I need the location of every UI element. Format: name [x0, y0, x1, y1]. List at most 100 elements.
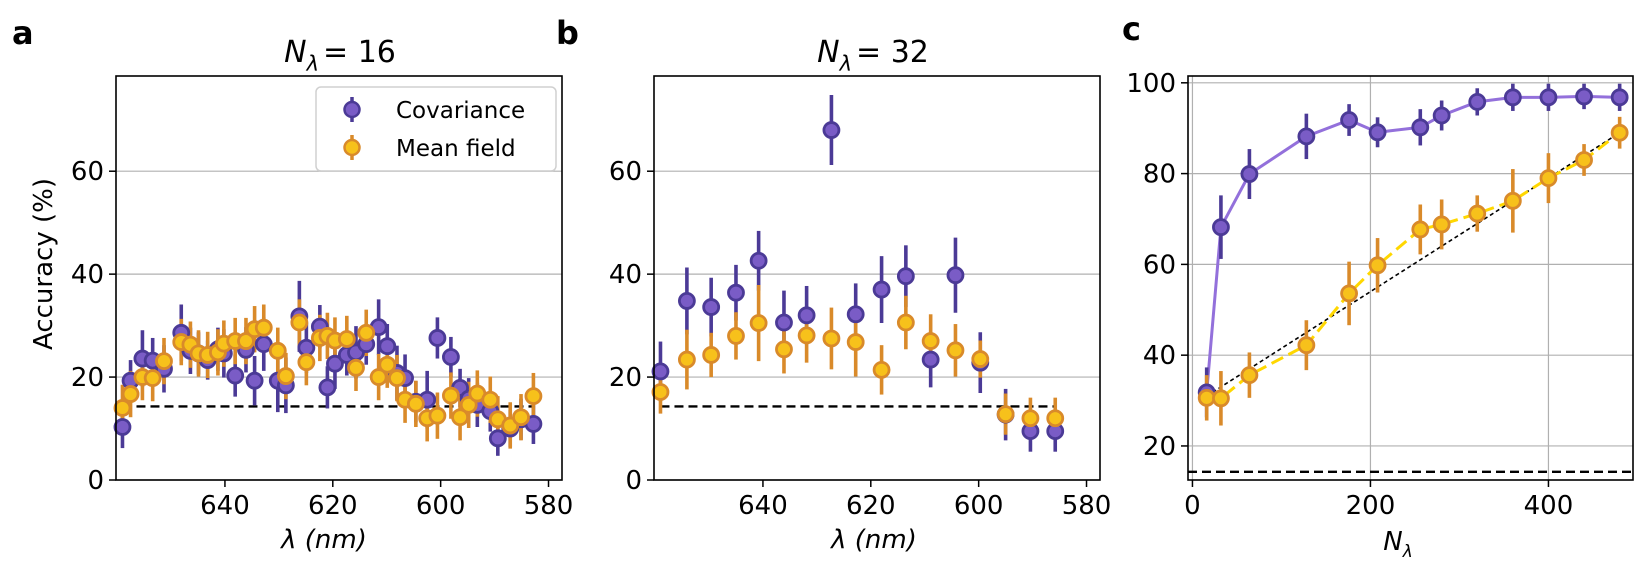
covariance-point [378, 337, 397, 356]
meanfield-point [702, 346, 721, 364]
covariance-point [428, 329, 447, 347]
meanfield-point [1340, 284, 1358, 303]
covariance-point [946, 266, 965, 285]
meanfield-point [822, 329, 841, 348]
panel-b-xtick-label: 600 [954, 491, 1004, 521]
panel-c-xtick-label: 400 [1524, 491, 1574, 521]
legend-meanfield-marker [343, 138, 361, 157]
covariance-point [1240, 165, 1259, 183]
panel-b-xtick-label: 580 [1062, 491, 1112, 521]
panel-b-ytick-label: 0 [625, 466, 642, 496]
panel-a-ytick-label: 20 [71, 363, 104, 393]
panel-c-frame [1187, 75, 1634, 481]
meanfield-point [1610, 123, 1629, 142]
panel-b-title-main: N [817, 35, 839, 70]
covariance-point [921, 350, 940, 369]
covariance-point [872, 280, 891, 299]
meanfield-point [1468, 204, 1487, 223]
covariance-point [226, 366, 245, 385]
covariance-point [1432, 106, 1451, 125]
covariance-point [677, 292, 696, 310]
legend-box [315, 86, 557, 172]
meanfield-point [1575, 151, 1593, 169]
meanfield-point [347, 358, 365, 377]
meanfield-point [971, 350, 990, 368]
meanfield-point [677, 350, 696, 369]
covariance-point [846, 305, 865, 324]
covariance-point [896, 267, 915, 286]
covariance-point [1368, 123, 1387, 142]
panel-letter-b: b [556, 14, 579, 52]
meanfield-point [846, 333, 865, 351]
panel-a-ytick-label: 60 [71, 157, 104, 187]
panel-b-ytick-label: 20 [609, 363, 642, 393]
meanfield-line [1206, 131, 1621, 400]
meanfield-point [406, 394, 425, 413]
covariance-point [702, 298, 721, 316]
covariance-point [749, 251, 768, 270]
covariance-point [727, 283, 745, 302]
panel-b-title-rest: = 32 [856, 35, 929, 70]
meanfield-point [297, 353, 316, 372]
meanfield-point [1539, 169, 1558, 188]
meanfield-point [1021, 409, 1040, 428]
meanfield-point [524, 387, 543, 406]
meanfield-point [459, 395, 478, 414]
panel-c-ytick-label: 20 [1143, 432, 1176, 462]
covariance-point [442, 348, 460, 366]
meanfield-point [775, 340, 793, 359]
panel-a-xtick-label: 640 [200, 491, 250, 521]
panel-b-ytick-label: 60 [609, 157, 642, 187]
panel-a-xtick-label: 600 [416, 491, 466, 521]
meanfield-point [1503, 191, 1522, 210]
meanfield-point [797, 326, 816, 345]
meanfield-point [946, 341, 965, 360]
panel-c-marks [1197, 83, 1629, 426]
legend-covariance-marker [343, 100, 361, 119]
panel-b-ticks: 0 20 40 60 640 620 600 580 [609, 157, 1111, 521]
covariance-point [822, 121, 841, 139]
panel-a-title: Nλ = 16 [284, 35, 396, 76]
panel-b-title-sub: λ [839, 52, 852, 76]
panel-b-xlabel: λ (nm) [829, 525, 917, 555]
panel-a-ytick-label: 0 [87, 466, 104, 496]
panel-c-ytick-label: 40 [1143, 341, 1176, 371]
panel-c-xtick-label: 0 [1184, 491, 1201, 521]
covariance-point [1212, 218, 1230, 237]
meanfield-point [512, 408, 530, 427]
covariance-point [113, 418, 132, 436]
covariance-point [1539, 88, 1558, 107]
meanfield-point [921, 332, 940, 350]
meanfield-point [996, 405, 1015, 424]
meanfield-point [290, 313, 309, 332]
meanfield-point [1297, 336, 1316, 355]
meanfield-point [268, 341, 287, 360]
meanfield-point [1240, 366, 1259, 385]
meanfield-point [451, 408, 469, 427]
panel-a-title-main: N [284, 35, 306, 70]
panel-a-title-rest: = 16 [323, 35, 396, 70]
panel-b-title: Nλ = 32 [817, 35, 929, 76]
panel-a-frame [115, 75, 563, 481]
panel-a-xtick-label: 580 [524, 491, 574, 521]
panel-a-marks [113, 280, 543, 456]
covariance-point [1340, 111, 1358, 129]
meanfield-point [896, 313, 915, 332]
panel-c-xlabel-main: N [1383, 527, 1402, 557]
meanfield-point [1432, 215, 1451, 234]
meanfield-point [113, 399, 132, 417]
panel-a-xtick-label: 620 [308, 491, 358, 521]
covariance-point [318, 378, 337, 397]
covariance-point [775, 313, 793, 332]
panel-c: 20 40 60 80 100 0 200 400 Nλ [1126, 69, 1634, 562]
covariance-point [1575, 87, 1593, 106]
meanfield-point [428, 406, 447, 425]
meanfield-point [727, 326, 745, 345]
legend-meanfield-label: Mean field [396, 136, 516, 162]
covariance-point [254, 335, 273, 354]
panel-b-marks [651, 95, 1065, 452]
meanfield-point [369, 368, 388, 386]
meanfield-point [155, 352, 173, 371]
panel-a-ticks: 0 20 40 60 640 620 600 580 [71, 157, 573, 521]
covariance-point [1610, 88, 1629, 107]
